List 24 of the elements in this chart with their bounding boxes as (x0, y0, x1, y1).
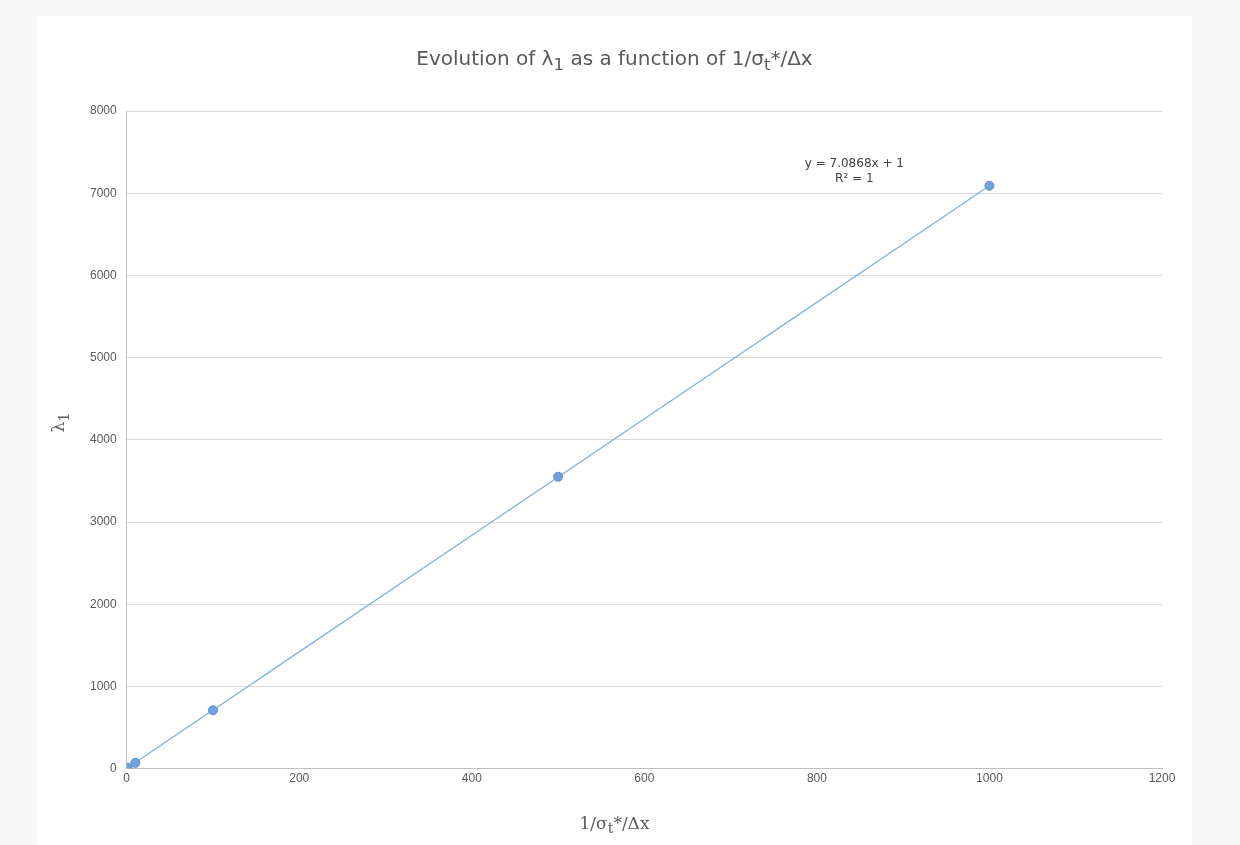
annotation: y = 7.0868x + 1 (804, 156, 904, 170)
x-tick-label: 800 (806, 771, 828, 786)
y-tick-label: 5000 (89, 349, 118, 364)
x-tick-label: 200 (289, 771, 310, 786)
x-tick-label: 0 (123, 771, 131, 786)
y-tick-label: 2000 (89, 596, 118, 611)
y-tick-label: 4000 (89, 432, 118, 447)
y-tick-label: 1000 (89, 678, 118, 693)
x-axis-title: 1/σ$_{t}$*/Δx (578, 813, 651, 837)
x-tick-label: 1200 (1148, 771, 1176, 786)
x-tick-label: 1000 (976, 771, 1004, 786)
y-tick-label: 6000 (89, 267, 118, 282)
annotation: R² = 1 (835, 171, 874, 185)
x-tick-label: 600 (634, 771, 655, 786)
chart-title: Evolution of λ$_{1}$ as a function of 1/σ$_{t}$*/Δx (415, 46, 814, 74)
y-tick-label: 3000 (89, 514, 118, 529)
point (130, 757, 141, 768)
point (553, 471, 564, 482)
y-tick-label: 8000 (89, 103, 118, 118)
y-tick-label: 7000 (89, 185, 118, 200)
y-tick-label: 0 (110, 760, 118, 775)
x-tick-label: 400 (461, 771, 483, 786)
point (207, 705, 218, 716)
point (984, 180, 995, 191)
